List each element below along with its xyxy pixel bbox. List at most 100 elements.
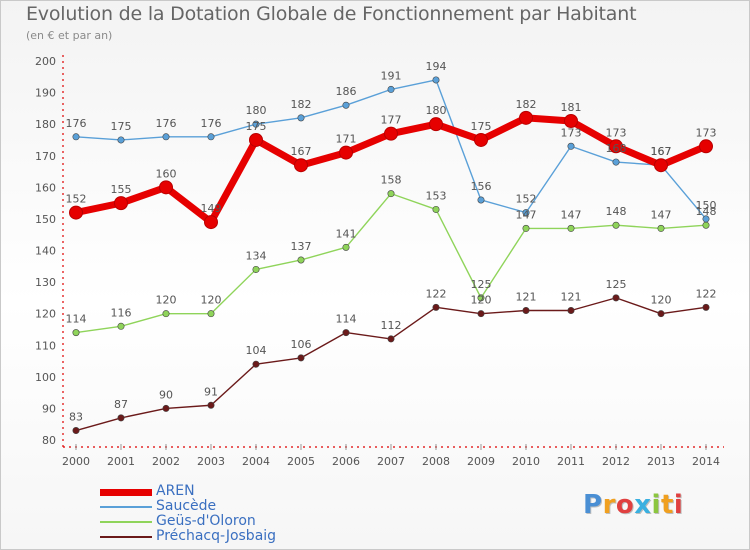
- data-label: 182: [291, 98, 312, 111]
- data-label: 116: [111, 306, 132, 319]
- data-label: 158: [381, 174, 402, 187]
- data-label: 177: [381, 114, 402, 127]
- data-point: [432, 76, 440, 84]
- data-label: 167: [651, 145, 672, 158]
- data-point: [72, 427, 80, 435]
- data-point: [432, 303, 440, 311]
- data-point: [162, 310, 170, 318]
- data-label: 147: [651, 208, 672, 221]
- data-label: 173: [561, 126, 582, 139]
- data-point: [522, 224, 530, 232]
- data-point: [207, 133, 215, 141]
- data-label: 175: [471, 120, 492, 133]
- y-tick-label: 150: [35, 213, 56, 226]
- data-point: [117, 414, 125, 422]
- data-point: [207, 310, 215, 318]
- data-point: [294, 158, 308, 173]
- data-label: 90: [159, 388, 173, 401]
- data-point: [567, 224, 575, 232]
- y-tick-label: 180: [35, 118, 56, 131]
- y-tick-label: 100: [35, 371, 56, 384]
- data-point: [72, 133, 80, 141]
- data-label: 180: [246, 104, 267, 117]
- logo-letter: x: [634, 490, 652, 520]
- series-layer: [69, 76, 713, 435]
- data-label: 114: [336, 313, 357, 326]
- data-point: [69, 205, 83, 220]
- legend-label: Geüs-d'Oloron: [156, 513, 256, 529]
- data-point: [702, 215, 710, 223]
- data-label: 168: [606, 142, 627, 155]
- x-tick-label: 2001: [107, 455, 135, 468]
- data-point: [204, 215, 218, 230]
- data-point: [432, 205, 440, 213]
- data-point: [252, 360, 260, 368]
- data-point: [384, 126, 398, 141]
- logo-letter: P: [583, 490, 603, 520]
- x-tick-label: 2011: [557, 455, 585, 468]
- chart-subtitle: (en € et par an): [26, 29, 113, 42]
- chart-title: Evolution de la Dotation Globale de Fonc…: [26, 3, 637, 25]
- data-point: [567, 307, 575, 315]
- series-line: [75, 297, 707, 432]
- logo-letter: r: [602, 490, 616, 520]
- data-label: 186: [336, 85, 357, 98]
- data-point: [474, 132, 488, 147]
- data-point: [387, 335, 395, 343]
- data-point: [342, 243, 350, 251]
- data-point: [387, 190, 395, 198]
- legend-swatch: [100, 506, 152, 508]
- axes: 80 90 100 110 120 130 140 150 160 170 180 190 200 200…: [35, 55, 724, 468]
- data-point: [387, 85, 395, 93]
- data-label: 104: [246, 344, 267, 357]
- x-tick-label: 2012: [602, 455, 630, 468]
- data-label: 182: [516, 98, 537, 111]
- y-tick-label: 130: [35, 276, 56, 289]
- data-point: [702, 221, 710, 229]
- data-label: 137: [291, 240, 312, 253]
- data-point: [297, 256, 305, 264]
- data-point: [522, 307, 530, 315]
- y-tick-label: 140: [35, 245, 56, 258]
- data-label: 148: [606, 205, 627, 218]
- data-point: [609, 139, 623, 154]
- y-tick-label: 200: [35, 55, 56, 68]
- legend-label: AREN: [156, 483, 195, 499]
- data-point: [429, 117, 443, 132]
- data-point: [252, 265, 260, 273]
- legend-swatch: [100, 536, 152, 538]
- data-label: 120: [201, 294, 222, 307]
- data-point: [612, 158, 620, 166]
- data-label: 121: [516, 291, 537, 304]
- data-label: 87: [114, 398, 128, 411]
- data-label: 121: [561, 291, 582, 304]
- data-point: [567, 142, 575, 150]
- data-label: 120: [156, 294, 177, 307]
- data-label: 83: [69, 411, 83, 424]
- data-label: 125: [471, 278, 492, 291]
- data-label: 175: [111, 120, 132, 133]
- data-label: 173: [606, 126, 627, 139]
- data-point: [342, 101, 350, 109]
- x-tick-label: 2006: [332, 455, 360, 468]
- proxiti-logo: Proxiti: [583, 490, 683, 520]
- data-label: 175: [246, 120, 267, 133]
- data-label: 149: [201, 202, 222, 215]
- data-label: 141: [336, 227, 357, 240]
- data-label: 173: [696, 126, 717, 139]
- data-label: 152: [66, 193, 87, 206]
- y-tick-label: 120: [35, 308, 56, 321]
- data-point: [339, 145, 353, 160]
- data-point: [207, 401, 215, 409]
- y-tick-label: 90: [42, 402, 56, 415]
- data-label: 150: [696, 199, 717, 212]
- data-point: [117, 322, 125, 330]
- y-tick-label: 170: [35, 150, 56, 163]
- x-tick-label: 2002: [152, 455, 180, 468]
- data-point: [612, 221, 620, 229]
- data-labels: 83 87 90 91 104 106 114 112 122 120 121 121 125 120 12…: [66, 60, 717, 424]
- logo-letter: t: [660, 490, 674, 520]
- logo-letter: i: [673, 490, 684, 520]
